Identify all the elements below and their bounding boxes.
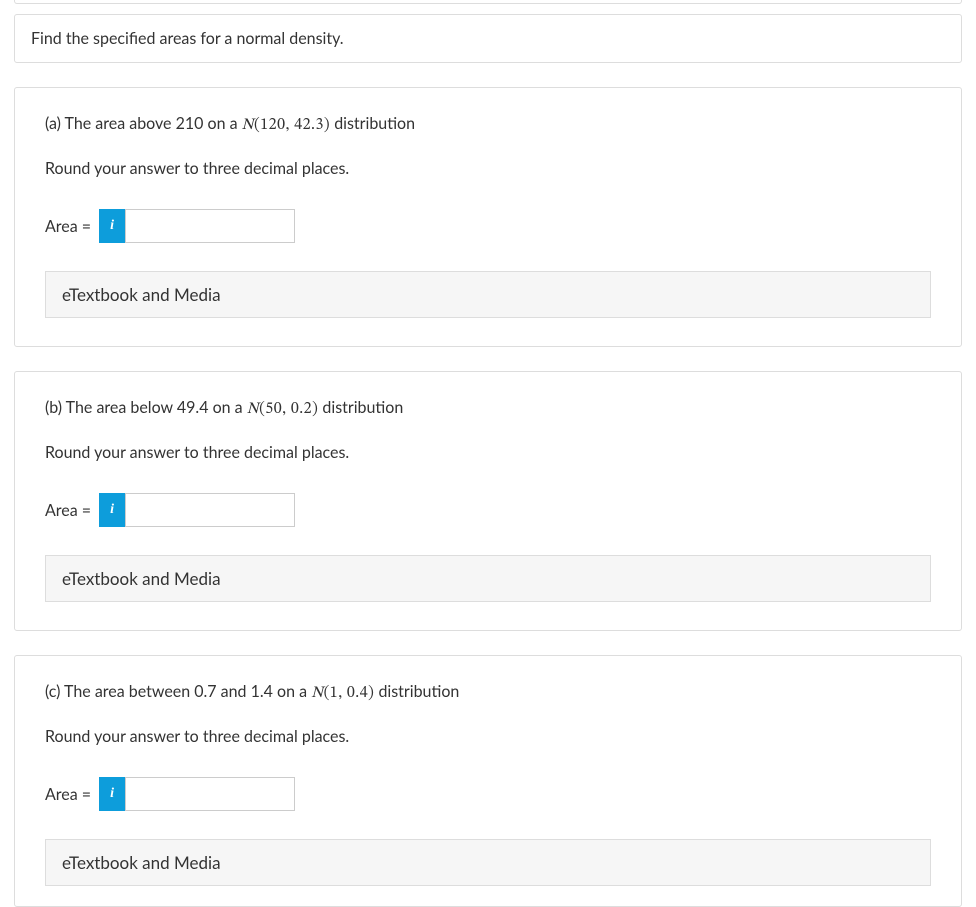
etextbook-media-button[interactable]: eTextbook and Media	[45, 271, 931, 318]
part-b-math: N(50, 0.2)	[247, 401, 319, 417]
part-a-round-instruction: Round your answer to three decimal place…	[45, 157, 931, 181]
part-c-prefix: (c) The area between 0.7 and 1.4 on a	[45, 682, 311, 701]
part-b-area-label: Area =	[45, 501, 91, 520]
part-a-question: (a) The area above 210 on a N(120, 42.3)…	[45, 112, 931, 137]
info-icon[interactable]: i	[99, 493, 125, 527]
etextbook-media-button[interactable]: eTextbook and Media	[45, 839, 931, 886]
part-b-prefix: (b) The area below 49.4 on a	[45, 398, 247, 417]
intro-text: Find the specified areas for a normal de…	[31, 29, 344, 48]
info-icon[interactable]: i	[99, 777, 125, 811]
part-c-area-label: Area =	[45, 785, 91, 804]
part-c-suffix: distribution	[374, 682, 459, 701]
part-b-answer-row: Area = i	[45, 493, 931, 527]
part-b-question: (b) The area below 49.4 on a N(50, 0.2) …	[45, 396, 931, 421]
part-a-prefix: (a) The area above 210 on a	[45, 114, 242, 133]
part-c-question: (c) The area between 0.7 and 1.4 on a N(…	[45, 680, 931, 705]
part-a-suffix: distribution	[330, 114, 415, 133]
part-c-answer-row: Area = i	[45, 777, 931, 811]
part-c-area-input[interactable]	[125, 777, 295, 811]
part-b-round-instruction: Round your answer to three decimal place…	[45, 441, 931, 465]
etextbook-media-button[interactable]: eTextbook and Media	[45, 555, 931, 602]
part-c-math: N(1, 0.4)	[311, 685, 374, 701]
part-b-panel: (b) The area below 49.4 on a N(50, 0.2) …	[14, 371, 962, 631]
part-c-round-instruction: Round your answer to three decimal place…	[45, 725, 931, 749]
part-a-math: N(120, 42.3)	[242, 117, 330, 133]
part-a-area-label: Area =	[45, 217, 91, 236]
part-a-answer-row: Area = i	[45, 209, 931, 243]
info-icon[interactable]: i	[99, 209, 125, 243]
part-a-panel: (a) The area above 210 on a N(120, 42.3)…	[14, 87, 962, 347]
part-b-suffix: distribution	[318, 398, 403, 417]
part-a-area-input[interactable]	[125, 209, 295, 243]
intro-panel: Find the specified areas for a normal de…	[14, 14, 962, 63]
previous-panel-edge	[14, 0, 962, 4]
part-c-panel: (c) The area between 0.7 and 1.4 on a N(…	[14, 655, 962, 907]
part-b-area-input[interactable]	[125, 493, 295, 527]
